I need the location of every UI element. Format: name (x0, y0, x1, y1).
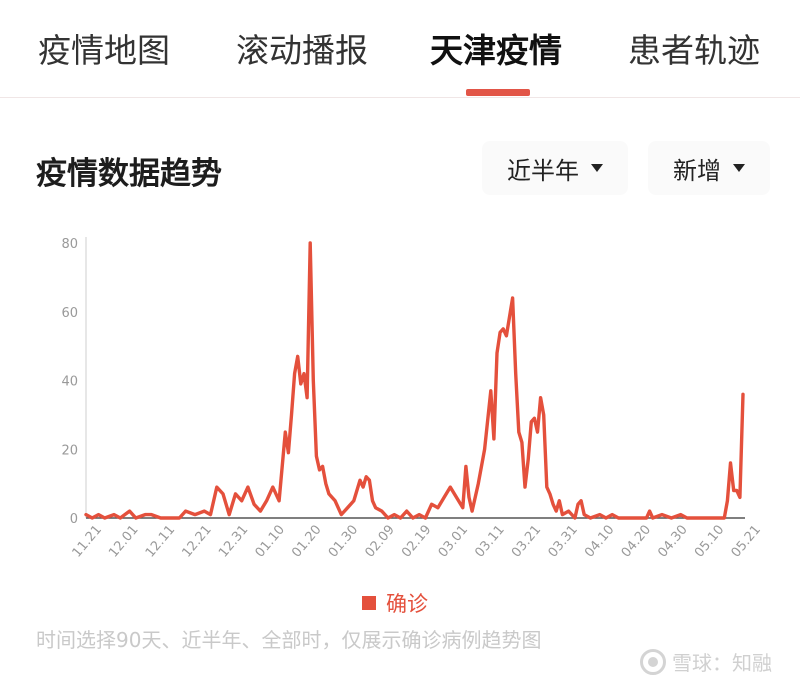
y-tick-label: 40 (61, 375, 78, 390)
x-tick-label: 11.21 (70, 522, 105, 560)
tab-rolling-news[interactable]: 滚动播报 (236, 31, 368, 70)
x-tick-label: 03.31 (546, 522, 581, 560)
x-tick-label: 02.19 (399, 522, 434, 560)
caret-down-icon (591, 164, 603, 172)
x-tick-label: 03.01 (436, 522, 471, 560)
x-tick-label: 01.10 (253, 522, 288, 560)
y-tick-label: 80 (61, 237, 78, 252)
section-title: 疫情数据趋势 (36, 156, 222, 192)
x-tick-label: 05.21 (729, 522, 764, 560)
x-tick-label: 12.11 (143, 522, 178, 560)
metric-value: 新增 (673, 156, 721, 185)
x-tick-label: 12.31 (216, 522, 251, 560)
x-tick-label: 01.30 (326, 522, 361, 560)
chart-footnote: 时间选择90天、近半年、全部时，仅展示确诊病例趋势图 (36, 628, 542, 652)
y-tick-label: 60 (61, 306, 78, 321)
y-tick-labels: 0 20 40 60 80 (61, 237, 78, 527)
time-range-value: 近半年 (507, 156, 579, 185)
x-tick-label: 02.09 (362, 522, 397, 560)
tab-epidemic-map[interactable]: 疫情地图 (38, 31, 170, 70)
series-line-confirmed (84, 241, 745, 520)
caret-down-icon (733, 164, 745, 172)
xueqiu-logo-icon (640, 648, 666, 675)
chart-legend[interactable]: 确诊 (362, 588, 428, 618)
watermark: 雪球：知融 (640, 647, 772, 676)
x-tick-label: 12.21 (179, 522, 214, 560)
x-tick-label: 03.11 (472, 522, 507, 560)
series-layer (84, 241, 745, 520)
time-range-dropdown[interactable]: 近半年 (482, 141, 628, 195)
tab-patient-trajectory[interactable]: 患者轨迹 (628, 31, 760, 70)
x-tick-labels: 11.21 12.01 12.11 12.21 12.31 01.10 01.20 01.30… (70, 522, 764, 560)
trend-line-chart: 11.21 12.01 12.11 12.21 12.31 01.10 01.20 01.30… (61, 237, 764, 561)
x-tick-label: 04.30 (655, 522, 690, 560)
x-tick-label: 01.20 (289, 522, 324, 560)
x-tick-label: 05.10 (692, 522, 727, 560)
axes-layer (85, 237, 745, 519)
top-tab-bar: 疫情地图 滚动播报 天津疫情 患者轨迹 (0, 0, 800, 98)
legend-swatch (362, 596, 376, 610)
x-tick-label: 03.21 (509, 522, 544, 560)
y-tick-label: 0 (70, 512, 78, 527)
tab-tianjin-epidemic[interactable]: 天津疫情 (430, 31, 562, 70)
watermark-text: 雪球：知融 (672, 651, 772, 675)
y-tick-label: 20 (61, 443, 78, 458)
metric-dropdown[interactable]: 新增 (648, 141, 770, 195)
x-tick-label: 12.01 (106, 522, 141, 560)
x-tick-label: 04.10 (582, 522, 617, 560)
legend-label-confirmed: 确诊 (386, 592, 428, 616)
active-tab-indicator (466, 89, 530, 96)
x-tick-label: 04.20 (619, 522, 654, 560)
